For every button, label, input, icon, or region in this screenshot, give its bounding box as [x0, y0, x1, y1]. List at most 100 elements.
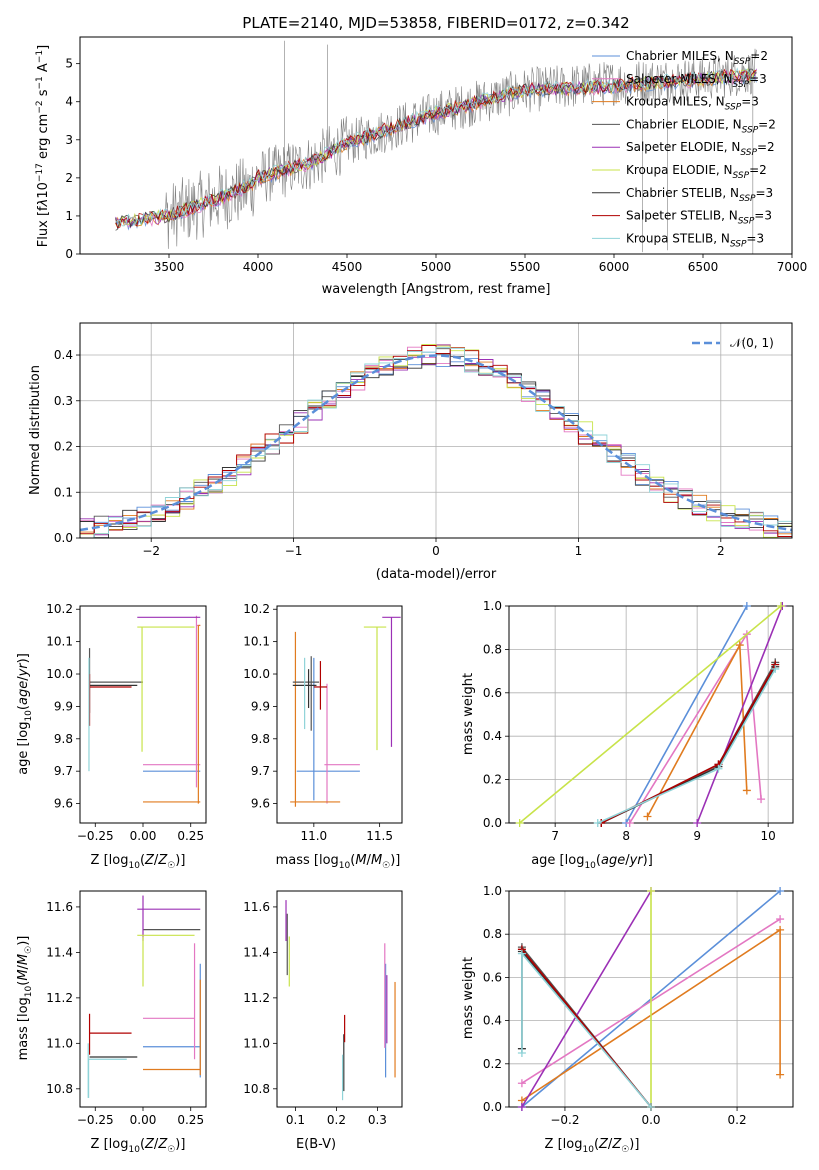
ageZ-frame [79, 605, 207, 824]
series-point [735, 641, 744, 650]
legend-suffix: =3 [741, 95, 759, 109]
model-line [115, 67, 757, 227]
spectrum-xtick-label: 4000 [243, 260, 274, 274]
legend-label: Kroupa STELIB, NSSP=3 [626, 231, 764, 249]
wZ-ytick-label: 0.0 [483, 1100, 502, 1114]
residual-axes [79, 322, 793, 539]
normal-curve [79, 354, 793, 532]
ageM-ytick-label: 9.7 [251, 764, 270, 778]
wAge-xlabel: age [log10(age/yr)] [531, 853, 653, 871]
residual-legend: 𝒩(0, 1) [692, 336, 774, 350]
residual-xtick-label: −1 [285, 544, 303, 558]
wZ-xlabel: Z [log10(Z/Z☉)] [545, 1137, 640, 1155]
spectrum-xtick-label: 6000 [599, 260, 630, 274]
spectrum-ytick-label: 3 [65, 133, 73, 147]
legend-label: Salpeter ELODIE, NSSP=2 [626, 140, 775, 158]
legend-subscript: SSP [730, 239, 747, 249]
legend-subscript: SSP [733, 171, 750, 181]
mZ-ytick-label: 11.2 [46, 991, 73, 1005]
residual-ytick-label: 0.3 [54, 394, 73, 408]
spectrum-ytick-label: 5 [65, 57, 73, 71]
spectrum-xtick-label: 5500 [510, 260, 541, 274]
series-line [625, 605, 748, 824]
series-point [515, 819, 524, 827]
wZ-xtick-label: 0.2 [728, 1113, 747, 1127]
spectrum-legend: Chabrier MILES, NSSP=2 Salpeter MILES, NS… [592, 49, 776, 249]
ageM-frame [276, 605, 403, 824]
mZ-xtick-label: 0.25 [177, 1113, 204, 1127]
ageM-ytick-label: 10.2 [243, 602, 270, 616]
residual-xtick-label: −2 [142, 544, 160, 558]
spectrum-ylabel: Flux [fλ10−17 erg cm−2 s−1 A−1] [35, 45, 51, 247]
ageZ-ytick-label: 10.1 [46, 635, 73, 649]
legend-suffix: =3 [756, 186, 774, 200]
series-point [742, 602, 751, 610]
series-line [696, 605, 784, 824]
ageM-ytick-label: 10.0 [243, 667, 270, 681]
series-point [517, 1049, 526, 1057]
spectrum-xtick-label: 4500 [332, 260, 363, 274]
series-point [517, 1079, 526, 1088]
mE-xtick-label: 0.1 [286, 1113, 305, 1127]
age-vs-metallicity-panel: −0.25 0.00 0.25 9.6 9.7 9.8 9.9 10.0 10.1 10.2 [46, 602, 207, 843]
ageM-ytick-label: 9.9 [251, 699, 270, 713]
mE-ytick-label: 11.6 [243, 900, 270, 914]
mass-vs-metallicity-panel: −0.25 0.00 0.25 10.8 11.0 11.2 11.4 11.6 [46, 890, 207, 1127]
model-line [115, 68, 757, 228]
legend-suffix: =3 [754, 209, 772, 223]
spectrum-xlabel: wavelength [Angstrom, rest frame] [322, 282, 551, 297]
series-point [757, 795, 766, 804]
ageM-xtick-label: 11.5 [366, 829, 393, 843]
residual-legend-label: 𝒩(0, 1) [730, 336, 774, 350]
ageZ-ytick-label: 9.9 [54, 699, 73, 713]
legend-suffix: =2 [749, 163, 767, 177]
legend-suffix: =3 [746, 231, 764, 245]
spectrum-ytick-label: 0 [65, 247, 73, 261]
mE-axes: 0.1 0.2 0.3 10.8 11.0 11.2 11.4 11.6 [243, 890, 403, 1127]
series-point [517, 949, 526, 958]
residual-ytick-label: 0.0 [54, 531, 73, 545]
residual-ytick-label: 0.1 [54, 485, 73, 499]
legend-label: Chabrier MILES, NSSP=2 [626, 49, 768, 67]
mE-ytick-label: 11.4 [243, 945, 270, 959]
legend-label: Salpeter MILES, NSSP=3 [626, 72, 767, 90]
ageZ-ytick-label: 10.0 [46, 667, 73, 681]
wAge-ytick-label: 0.8 [483, 642, 502, 656]
ageZ-ytick-label: 9.7 [54, 764, 73, 778]
ageM-ytick-label: 9.6 [251, 797, 270, 811]
ageM-ytick-label: 10.1 [243, 635, 270, 649]
series-point [771, 664, 780, 673]
wZ-xtick-label: −0.2 [550, 1113, 579, 1127]
wZ-ylabel: mass weight [461, 957, 476, 1039]
mZ-xtick-label: −0.25 [77, 1113, 114, 1127]
wAge-ytick-label: 1.0 [483, 599, 502, 613]
ageZ-ytick-label: 10.2 [46, 602, 73, 616]
wZ-ytick-label: 1.0 [483, 884, 502, 898]
wZ-ytick-label: 0.4 [483, 1014, 502, 1028]
wAge-xtick-label: 9 [693, 829, 701, 843]
series-point [776, 887, 785, 895]
ageM-ytick-label: 9.8 [251, 732, 270, 746]
mZ-ylabel: mass [log10(M/M☉)] [16, 936, 34, 1061]
mZ-axes: −0.25 0.00 0.25 10.8 11.0 11.2 11.4 11.6 [46, 890, 207, 1127]
spectrum-panel: 3500 4000 4500 5000 5500 6000 6500 7000 0 1 2 3 4 5 C… [35, 36, 807, 297]
mE-xtick-label: 0.2 [327, 1113, 346, 1127]
series-line [521, 890, 652, 1108]
spectrum-ytick-label: 4 [65, 95, 73, 109]
wAge-ylabel: mass weight [461, 673, 476, 755]
ageZ-xtick-label: 0.00 [130, 829, 157, 843]
spectrum-xtick-label: 3500 [154, 260, 185, 274]
mZ-ytick-label: 10.8 [46, 1082, 73, 1096]
residual-xtick-label: 0 [432, 544, 440, 558]
series-point [593, 819, 602, 827]
wAge-frame [508, 605, 794, 824]
legend-subscript: SSP [739, 194, 756, 204]
wZ-ytick-label: 0.2 [483, 1057, 502, 1071]
series-line [600, 662, 776, 824]
series-point [742, 786, 751, 795]
series-point [693, 819, 702, 827]
mZ-ytick-label: 11.6 [46, 900, 73, 914]
ageZ-ylabel: age [log10(age/yr)] [16, 653, 34, 775]
